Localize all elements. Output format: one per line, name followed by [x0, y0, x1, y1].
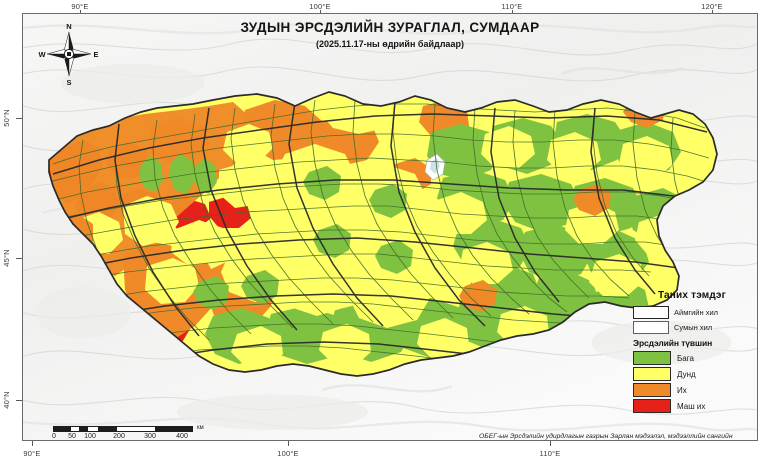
axis-top-label-3: 120°E	[701, 2, 723, 11]
axis-bottom-label-0: 90°E	[23, 449, 41, 458]
risk-level-title: Эрсдэлийн түвшин	[633, 338, 713, 348]
axis-left-label-1: 45°N	[2, 249, 11, 267]
scale-tick-0: 0	[52, 433, 56, 440]
scale-tick-4: 300	[144, 433, 156, 440]
axis-top-tick-1	[320, 10, 321, 15]
level-label-veryhigh: Маш их	[677, 401, 706, 411]
swatch-mash-ikh	[633, 399, 671, 413]
axis-left-label-0: 50°N	[2, 109, 11, 127]
legend-level-medium: Дунд	[633, 367, 751, 381]
compass-west-label: W	[38, 50, 46, 59]
scale-seg-3	[88, 427, 99, 431]
aimag-border-swatch	[633, 306, 669, 319]
scale-bar-segments	[53, 426, 193, 432]
compass-south-label: S	[66, 78, 71, 86]
axis-left-label-2: 40°N	[2, 391, 11, 409]
axis-bottom-tick-1	[288, 441, 289, 446]
scale-tick-labels: 0 50 100 200 300 400	[52, 433, 213, 440]
scale-seg-1	[70, 427, 79, 431]
scale-seg-0	[54, 427, 71, 431]
swatch-dund	[633, 367, 671, 381]
scale-seg-2	[78, 427, 89, 431]
level-label-high: Их	[677, 385, 687, 395]
axis-bottom-tick-2	[550, 441, 551, 446]
mongolia-choropleth	[23, 14, 757, 440]
axis-bottom-label-1: 100°E	[277, 449, 299, 458]
axis-top-label-2: 110°E	[501, 2, 523, 11]
legend-level-low: Бага	[633, 351, 751, 365]
legend: Таних тэмдэг Аймгийн хил Сумын хил Эрсдэ…	[633, 290, 751, 415]
level-label-low: Бага	[677, 353, 694, 363]
legend-level-high: Их	[633, 383, 751, 397]
swatch-ikh	[633, 383, 671, 397]
compass-north-label: N	[66, 22, 71, 31]
axis-top-label-0: 90°E	[71, 2, 89, 11]
axis-top-tick-2	[512, 10, 513, 15]
compass-east-label: E	[93, 50, 98, 59]
source-note: ОБЕГ-ын Эрсдэлийн удирдлагын газрын Зарл…	[479, 433, 733, 440]
axis-left-tick-1	[16, 258, 22, 259]
scale-seg-6	[154, 427, 192, 431]
sum-border-swatch	[633, 321, 669, 334]
axis-top-label-1: 100°E	[309, 2, 331, 11]
swatch-bagа	[633, 351, 671, 365]
map-frame: ЗУДЫН ЭРСДЭЛИЙН ЗУРАГЛАЛ, СУМДААР (2025.…	[22, 13, 758, 441]
scale-tick-2: 100	[84, 433, 96, 440]
scale-tick-3: 200	[113, 433, 125, 440]
compass-rose-icon: N S E W	[33, 20, 105, 86]
axis-top-tick-0	[80, 10, 81, 15]
scale-seg-4	[98, 427, 118, 431]
level-label-medium: Дунд	[677, 369, 696, 379]
scale-tick-1: 50	[68, 433, 76, 440]
legend-title: Таних тэмдэг	[657, 290, 727, 301]
axis-bottom-tick-0	[32, 441, 33, 446]
scale-tick-5: 400	[176, 433, 188, 440]
aimag-border-label: Аймгийн хил	[674, 308, 719, 317]
legend-boundary-sum: Сумын хил	[633, 321, 751, 334]
axis-bottom-label-2: 110°E	[539, 449, 561, 458]
legend-level-veryhigh: Маш их	[633, 399, 751, 413]
sum-border-label: Сумын хил	[674, 323, 713, 332]
axis-left-tick-2	[16, 400, 22, 401]
scale-seg-5	[117, 427, 155, 431]
axis-left-tick-0	[16, 118, 22, 119]
scale-unit-label: км	[197, 425, 204, 431]
scale-bar: км 0 50 100 200 300 400	[52, 425, 213, 440]
axis-top-tick-3	[712, 10, 713, 15]
legend-boundary-aimag: Аймгийн хил	[633, 306, 751, 319]
